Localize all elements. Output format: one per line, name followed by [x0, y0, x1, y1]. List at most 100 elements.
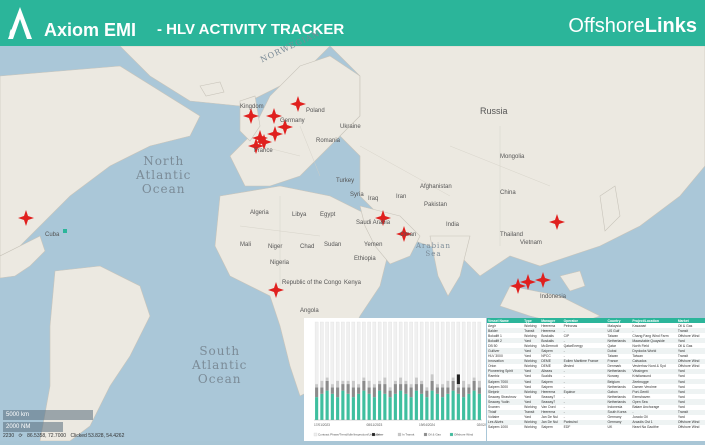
bar-segment-oil-gas[interactable]: [399, 384, 403, 391]
table-row[interactable]: Saipem 3000 Yard Saipem - Netherlands Damen V…: [487, 384, 705, 389]
bar-segment-contract-phase-trend-idle-inspection-unknown[interactable]: [335, 321, 340, 381]
bar-segment-offshore-wind[interactable]: [467, 393, 471, 420]
bar-segment-contract-phase-trend-idle-inspection-unknown[interactable]: [414, 321, 419, 378]
bar-segment-offshore-wind[interactable]: [378, 390, 382, 420]
bar-segment-offshore-wind[interactable]: [325, 390, 329, 420]
bar-segment-contract-phase-trend-idle-inspection-unknown[interactable]: [467, 321, 471, 385]
table-row[interactable]: Rambiz Yard Scaldis - Norway Kristiansund Yard: [487, 374, 705, 379]
bar-segment-contract-phase-trend-idle-inspection-unknown[interactable]: [440, 321, 445, 385]
bar-segment-in-transit[interactable]: [477, 380, 481, 388]
bar-segment-offshore-wind[interactable]: [430, 390, 434, 420]
bar-segment-in-transit[interactable]: [430, 374, 434, 381]
bar-segment-offshore-wind[interactable]: [315, 397, 319, 420]
bar-segment-in-transit[interactable]: [409, 384, 413, 388]
table-row[interactable]: Les Alizés Working Jan De Nul Parkwind Germa…: [487, 419, 705, 425]
bar-segment-offshore-wind[interactable]: [393, 393, 397, 420]
bar-segment-in-transit[interactable]: [425, 387, 429, 391]
bar-segment-oil-gas[interactable]: [472, 380, 476, 391]
bar-segment-contract-phase-trend-idle-inspection-unknown[interactable]: [435, 321, 440, 385]
bar-segment-oil-gas[interactable]: [462, 387, 466, 398]
bar-segment-oil-gas[interactable]: [430, 380, 434, 391]
table-row[interactable]: Pioneering Spirit Yard Allseas - Netherlands…: [487, 368, 705, 374]
bar-segment-contract-phase-trend-idle-inspection-unknown[interactable]: [388, 321, 392, 388]
bar-segment-oil-gas[interactable]: [341, 384, 345, 391]
bar-segment-in-transit[interactable]: [451, 377, 455, 381]
table-row[interactable]: Balder Transit Heerema - US Gulf - Transit: [487, 328, 705, 334]
bar-segment-oil-gas[interactable]: [362, 380, 366, 391]
table-row[interactable]: Bokalift 2 Yard Boskalis - Netherlands Maasvl…: [487, 338, 705, 344]
column-header[interactable]: Market: [676, 318, 705, 323]
bar-segment-contract-phase-trend-idle-inspection-unknown[interactable]: [425, 321, 429, 388]
bar-segment-offshore-wind[interactable]: [330, 393, 334, 420]
bar-segment-contract-phase-trend-idle-inspection-unknown[interactable]: [372, 321, 377, 385]
column-header[interactable]: Manager: [540, 318, 563, 323]
bar-segment-in-transit[interactable]: [341, 380, 345, 385]
bar-segment-contract-phase-trend-idle-inspection-unknown[interactable]: [393, 321, 398, 381]
bar-segment-offshore-wind[interactable]: [336, 397, 340, 420]
bar-segment-oil-gas[interactable]: [378, 384, 382, 391]
bar-segment-offshore-wind[interactable]: [435, 393, 439, 420]
bar-segment-oil-gas[interactable]: [446, 387, 450, 394]
bar-segment-in-transit[interactable]: [336, 380, 340, 388]
table-row[interactable]: Saipem 7000 Yard Saipem - Belgium Zeebrugge Ya…: [487, 379, 705, 385]
table-row[interactable]: Thialf Transit Heerema - South Korea - Transit: [487, 409, 705, 415]
column-header[interactable]: Country: [606, 318, 632, 323]
bar-segment-contract-phase-trend-idle-inspection-unknown[interactable]: [362, 321, 366, 378]
bar-segment-in-transit[interactable]: [404, 380, 408, 385]
bar-segment-oil-gas[interactable]: [456, 387, 460, 394]
bar-segment-oil-gas[interactable]: [441, 387, 445, 398]
bar-segment-offshore-wind[interactable]: [320, 393, 324, 420]
bar-segment-contract-phase-trend-idle-inspection-unknown[interactable]: [419, 321, 424, 381]
bar-segment-oil-gas[interactable]: [425, 390, 429, 398]
bar-segment-in-transit[interactable]: [357, 384, 361, 388]
bar-segment-contract-phase-trend-idle-inspection-unknown[interactable]: [472, 321, 476, 378]
bar-segment-offshore-wind[interactable]: [362, 390, 366, 420]
bar-segment-offshore-wind[interactable]: [414, 390, 418, 420]
bar-segment-offshore-wind[interactable]: [367, 393, 371, 420]
bar-segment-oil-gas[interactable]: [330, 387, 334, 394]
bar-segment-oil-gas[interactable]: [451, 380, 455, 391]
bar-segment-oil-gas[interactable]: [372, 387, 376, 398]
bar-segment-contract-phase-trend-idle-inspection-unknown[interactable]: [461, 321, 466, 381]
bar-segment-contract-phase-trend-idle-inspection-unknown[interactable]: [477, 321, 482, 381]
bar-segment-in-transit[interactable]: [446, 380, 450, 388]
bar-segment-offshore-wind[interactable]: [456, 393, 460, 420]
column-header[interactable]: Vessel Name: [487, 318, 524, 323]
bar-segment-oil-gas[interactable]: [393, 384, 397, 394]
bar-segment-contract-phase-trend-idle-inspection-unknown[interactable]: [351, 321, 356, 381]
bar-segment-offshore-wind[interactable]: [388, 397, 392, 420]
bar-segment-offshore-wind[interactable]: [425, 397, 429, 420]
bar-segment-in-transit[interactable]: [346, 380, 350, 385]
table-row[interactable]: Seaway Strashnov Yard Seaway7 - Netherlands E…: [487, 394, 705, 399]
bar-segment-offshore-wind[interactable]: [346, 393, 350, 420]
bar-segment-contract-phase-trend-idle-inspection-unknown[interactable]: [430, 321, 434, 375]
table-row[interactable]: Seaway Yudin Yard Seaway7- Netherlands Open …: [487, 399, 705, 405]
bar-segment-contract-phase-trend-idle-inspection-unknown[interactable]: [383, 321, 387, 378]
bar-segment-in-transit[interactable]: [383, 377, 387, 385]
bar-segment-oil-gas[interactable]: [325, 380, 329, 391]
bar-segment-oil-gas[interactable]: [320, 387, 324, 394]
bar-segment-offshore-wind[interactable]: [451, 390, 455, 420]
table-row[interactable]: Svanen Working Van Oord - Indonesia Batam Anc…: [487, 405, 705, 410]
bar-segment-offshore-wind[interactable]: [477, 393, 481, 420]
bar-segment-in-transit[interactable]: [367, 380, 371, 388]
bar-segment-in-transit[interactable]: [435, 384, 439, 388]
table-row[interactable]: Voltaire Yard Jan De Nul - Germany Jurado Oil…: [487, 415, 705, 420]
bar-segment-offshore-wind[interactable]: [372, 397, 376, 420]
bar-segment-contract-phase-trend-idle-inspection-unknown[interactable]: [314, 321, 319, 385]
bar-segment-other[interactable]: [456, 374, 460, 385]
bar-segment-offshore-wind[interactable]: [420, 393, 424, 420]
table-row[interactable]: Aegir Working Heerema Petronas Malaysia Kasaw…: [487, 323, 705, 328]
bar-segment-oil-gas[interactable]: [383, 384, 387, 394]
bar-segment-in-transit[interactable]: [320, 380, 324, 388]
bar-segment-contract-phase-trend-idle-inspection-unknown[interactable]: [367, 321, 371, 381]
bar-segment-contract-phase-trend-idle-inspection-unknown[interactable]: [356, 321, 361, 385]
bar-segment-offshore-wind[interactable]: [399, 390, 403, 420]
bar-segment-offshore-wind[interactable]: [441, 397, 445, 420]
bar-segment-in-transit[interactable]: [325, 377, 329, 381]
bar-segment-in-transit[interactable]: [351, 380, 355, 388]
table-row[interactable]: Sleipnir Working Heerema Equinor Gabon Port-G…: [487, 389, 705, 395]
bar-segment-contract-phase-trend-idle-inspection-unknown[interactable]: [456, 321, 461, 375]
bar-segment-in-transit[interactable]: [420, 380, 424, 385]
bar-segment-contract-phase-trend-idle-inspection-unknown[interactable]: [346, 321, 350, 381]
